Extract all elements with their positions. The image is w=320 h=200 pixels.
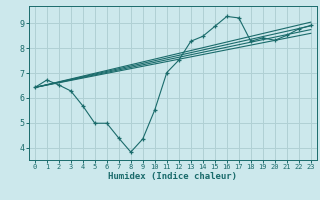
X-axis label: Humidex (Indice chaleur): Humidex (Indice chaleur)	[108, 172, 237, 181]
